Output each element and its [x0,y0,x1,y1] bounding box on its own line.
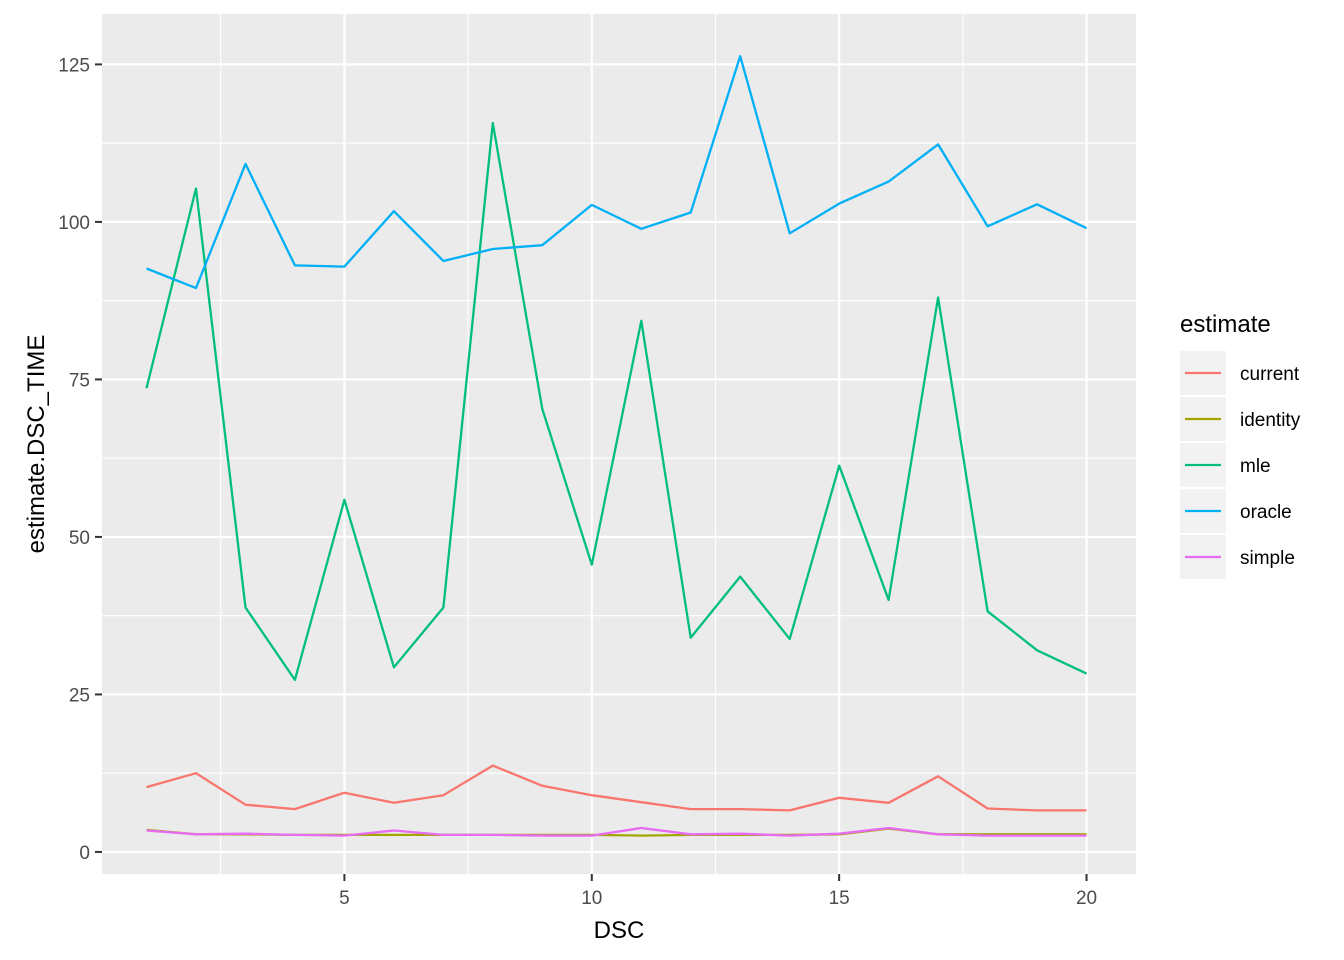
y-tick-label: 125 [58,55,90,76]
x-axis-title: DSC [594,917,645,944]
series-line-mle [145,121,1087,682]
series-line-simple [146,826,1087,837]
y-tick-label: 100 [58,213,90,234]
legend-title: estimate [1180,311,1271,338]
y-tick-label: 25 [69,685,90,706]
series-line-current [146,764,1087,812]
plot-panel [102,14,1136,874]
legend-label-current: current [1240,364,1300,385]
y-axis: 0 25 50 75 100 125 [58,55,102,864]
series-lines [145,55,1088,837]
y-tick-label: 75 [69,370,90,391]
legend-label-oracle: oracle [1240,502,1292,523]
y-tick-label: 50 [69,528,90,549]
x-tick-label: 10 [581,888,602,909]
legend: estimate current identity mle oracle simple [1180,311,1301,579]
x-tick-label: 5 [339,888,350,909]
y-tick-label: 0 [79,843,90,864]
legend-label-identity: identity [1240,410,1301,431]
legend-label-mle: mle [1240,456,1271,477]
legend-label-simple: simple [1240,548,1295,569]
x-tick-label: 20 [1076,888,1097,909]
y-axis-title: estimate.DSC_TIME [23,335,50,554]
series-line-oracle [146,55,1088,290]
x-axis: 5 10 15 20 [339,874,1097,909]
x-tick-label: 15 [829,888,850,909]
